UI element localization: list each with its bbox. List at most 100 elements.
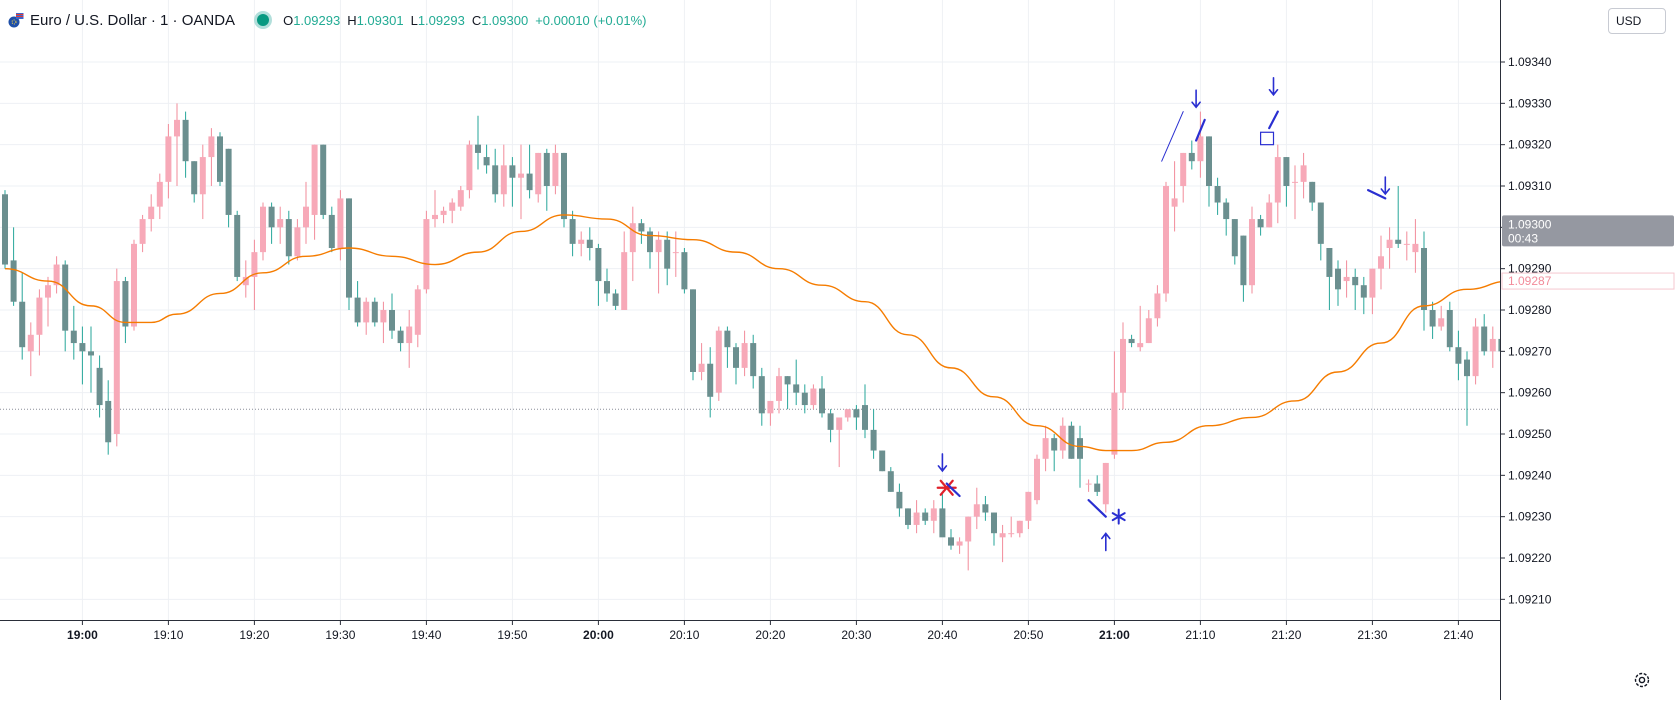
candle-down (492, 165, 499, 195)
candle-up (113, 281, 120, 434)
drawing-arrow-down-icon (1268, 77, 1279, 97)
drawing-marker-line (1194, 118, 1206, 142)
drawing-rectangle (1259, 131, 1275, 146)
candle-down (371, 301, 378, 323)
price-tick-label: 1.09260 (1508, 386, 1552, 400)
candle-down (750, 343, 757, 377)
candle-up (810, 388, 817, 406)
time-tick-label: 19:00 (67, 628, 98, 642)
candle-up (440, 210, 447, 215)
candle-down (1309, 181, 1316, 203)
candle-down (870, 429, 877, 451)
candle-down (681, 252, 688, 290)
candle-down (191, 161, 198, 195)
candle-up (27, 334, 34, 352)
time-tick-label: 19:20 (239, 628, 269, 642)
price-tick-label: 1.09340 (1508, 55, 1552, 69)
candle-down (1240, 235, 1247, 286)
candle-up (1042, 438, 1049, 459)
candle-up (1016, 520, 1023, 534)
candle-down (561, 152, 567, 220)
market-open-dot-icon[interactable] (257, 14, 270, 26)
time-tick-label: 21:10 (1185, 628, 1215, 642)
drawing-marker-line (1268, 110, 1279, 130)
candle-down (483, 157, 490, 166)
time-scale-bg (0, 620, 1676, 700)
candle-down (982, 504, 989, 513)
candle-up (1343, 276, 1350, 282)
candle-up (1266, 202, 1273, 228)
candle-up (1386, 239, 1393, 248)
drawing-arrow-down-icon (1191, 89, 1201, 109)
candle-down (509, 165, 516, 178)
candle-up (423, 219, 430, 290)
candle-up (1137, 343, 1144, 348)
candle-down (896, 491, 903, 509)
currency-selector[interactable]: USD (1608, 8, 1666, 34)
drawing-star-icon (936, 479, 957, 496)
gear-icon[interactable] (1630, 668, 1654, 692)
candle-up (363, 301, 370, 323)
candle-down (1455, 347, 1462, 364)
countdown-label: 00:43 (1508, 231, 1538, 245)
candle-down (1395, 239, 1402, 244)
candle-up (741, 343, 748, 368)
candle-up (406, 326, 413, 344)
candle-up (432, 214, 438, 220)
candle-down (1446, 310, 1453, 348)
open-value: 1.09293 (293, 12, 341, 28)
candle-up (1378, 256, 1384, 269)
candle-up (466, 144, 473, 191)
candle-up (311, 144, 318, 215)
candle-up (715, 330, 722, 393)
candle-down (1094, 483, 1101, 492)
price-tick-label: 1.09290 (1508, 262, 1552, 276)
drawings[interactable] (936, 77, 1391, 552)
close-value: 1.09300 (481, 12, 529, 28)
price-scale-bg (1500, 0, 1676, 700)
drawing-marker-line (1366, 189, 1387, 200)
candle-down (647, 231, 653, 253)
price-tick-label: 1.09220 (1508, 551, 1552, 565)
candle-down (1051, 438, 1058, 451)
candle-down (2, 194, 8, 265)
price-tick-label: 1.09210 (1508, 592, 1552, 606)
time-scale[interactable]: 19:00 19:10 19:20 19:30 19:40 19:50 20:00 20:10… (67, 620, 1474, 642)
candle-down (182, 119, 189, 162)
candle-down (948, 537, 954, 546)
candle-up (1154, 293, 1161, 319)
candle-up (1274, 157, 1281, 203)
candle-up (45, 285, 51, 298)
candle-down (991, 512, 997, 534)
flags-icon[interactable] (8, 12, 24, 28)
candle-down (320, 144, 327, 215)
price-tick-label: 1.09310 (1508, 179, 1552, 193)
drawing-trend-line (1161, 111, 1184, 162)
candle-down (724, 330, 731, 348)
time-tick-label: 20:20 (755, 628, 785, 642)
time-tick-label: 19:40 (411, 628, 441, 642)
candle-up (1034, 458, 1040, 501)
candle-up (1120, 338, 1126, 393)
candle-up (698, 363, 705, 372)
candle-up (776, 376, 782, 401)
grid-lines (0, 0, 1500, 620)
symbol-legend: Euro / U.S. Dollar · 1 · OANDA O 1.09293… (8, 8, 654, 32)
candle-up (965, 516, 972, 542)
time-tick-label: 20:30 (841, 628, 871, 642)
candle-down (96, 367, 103, 406)
time-tick-label: 20:40 (927, 628, 957, 642)
candle-down (1068, 425, 1075, 459)
last-price-label: 1.09300 (1508, 217, 1552, 231)
time-tick-label: 19:50 (497, 628, 527, 642)
candle-up (337, 198, 344, 248)
symbol-title[interactable]: Euro / U.S. Dollar · 1 · OANDA (30, 11, 236, 29)
candle-down (88, 351, 94, 356)
candle-down (922, 512, 929, 521)
candle-down (819, 388, 825, 414)
candle-down (862, 405, 868, 430)
drawing-arrow-up-icon (1101, 532, 1111, 552)
candle-up (1412, 243, 1419, 253)
